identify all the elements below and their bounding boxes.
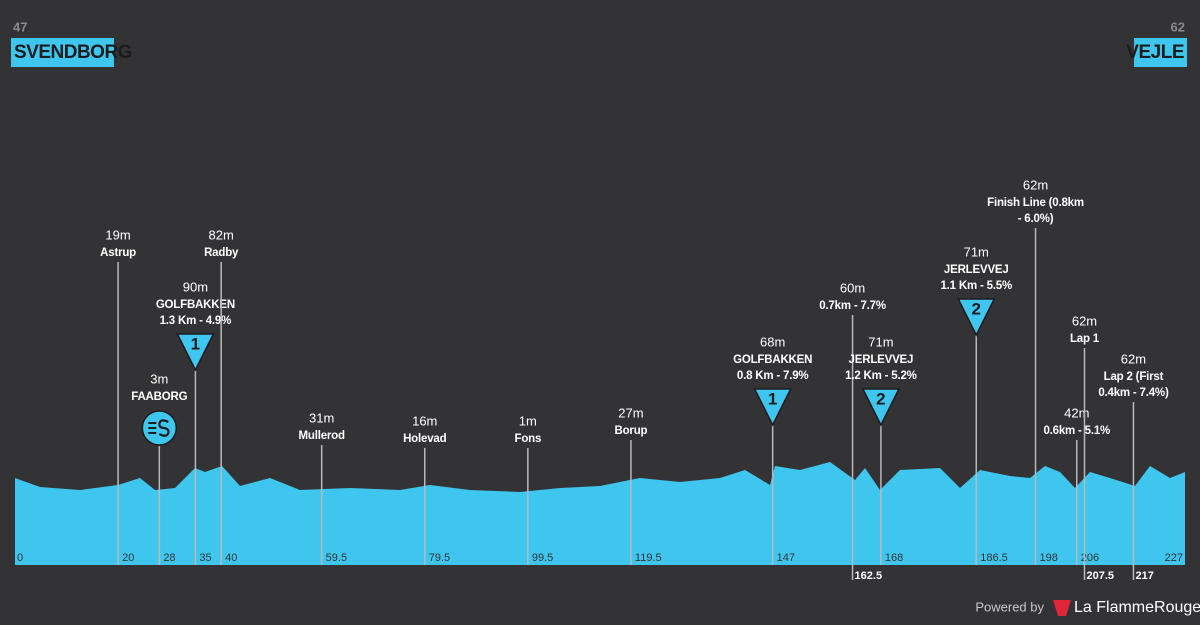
- waypoint-elevation: 27m: [618, 405, 643, 420]
- x-tick-label: 168: [885, 552, 903, 564]
- climb-marker: [957, 298, 996, 337]
- waypoint-elevation: 62m: [1072, 313, 1097, 328]
- x-tick-label: 35: [199, 552, 211, 564]
- x-tick-label: 0: [17, 552, 23, 564]
- x-tick-label: 28: [163, 552, 175, 564]
- waypoint-name: Finish Line (0.8km: [987, 197, 1084, 209]
- x-tick-label: 207.5: [1086, 570, 1114, 582]
- climb-category: 1: [191, 334, 200, 353]
- finish-name: VEJLE: [1126, 42, 1184, 63]
- x-tick-label: 20: [122, 552, 134, 564]
- x-tick-label: 119.5: [635, 552, 662, 564]
- waypoint-name: 1.2 Km - 5.2%: [845, 370, 917, 382]
- climb-category: 2: [876, 389, 885, 408]
- waypoint-name: 0.4km - 7.4%): [1098, 387, 1169, 399]
- waypoint-name: Radby: [204, 247, 239, 259]
- start-name: SVENDBORG: [14, 42, 132, 63]
- waypoint-elevation: 62m: [1023, 177, 1048, 192]
- waypoint-elevation: 71m: [868, 334, 893, 349]
- waypoint-elevation: 60m: [840, 280, 865, 295]
- waypoint-name: FAABORG: [131, 391, 187, 403]
- waypoint-elevation: 19m: [105, 227, 130, 242]
- profile-area: [15, 462, 1185, 565]
- powered-by: Powered by: [975, 599, 1044, 614]
- climb-marker: [753, 388, 792, 427]
- waypoint-elevation: 68m: [760, 334, 785, 349]
- finish-box: [1134, 38, 1187, 67]
- waypoint-elevation: 3m: [150, 371, 168, 386]
- x-tick-label: 59.5: [326, 552, 347, 564]
- waypoint-name: Borup: [614, 425, 647, 437]
- waypoint-elevation: 1m: [519, 413, 537, 428]
- x-tick-label: 79.5: [429, 552, 450, 564]
- waypoint-elevation: 16m: [412, 413, 437, 428]
- brand-logo: [1053, 600, 1071, 616]
- waypoint-name: 1.3 Km - 4.9%: [160, 315, 232, 327]
- waypoint-name: Lap 2 (First: [1104, 371, 1164, 383]
- waypoint-elevation: 90m: [183, 279, 208, 294]
- x-tick-label: 227: [1165, 552, 1183, 564]
- waypoint-elevation: 42m: [1064, 405, 1089, 420]
- x-tick-label: 147: [777, 552, 795, 564]
- x-tick-label: 186.5: [980, 552, 1008, 564]
- waypoint-name: GOLFBAKKEN: [156, 299, 235, 311]
- waypoint-name: 0.7km - 7.7%: [819, 300, 886, 312]
- waypoint-name: Lap 1: [1070, 333, 1100, 345]
- climb-marker: [861, 388, 901, 427]
- climb-marker: [176, 333, 215, 372]
- waypoint-name: JERLEVVEJ: [849, 354, 914, 366]
- climb-category: 1: [768, 389, 777, 408]
- waypoint-name: GOLFBAKKEN: [733, 354, 812, 366]
- x-tick-label: 99.5: [532, 552, 553, 564]
- waypoint-name: Mullerod: [299, 430, 345, 442]
- x-tick-label: 198: [1040, 552, 1058, 564]
- waypoint-name: 0.6km - 5.1%: [1043, 425, 1110, 437]
- waypoint-elevation: 82m: [209, 227, 234, 242]
- finish-number: 62: [1171, 19, 1185, 34]
- waypoint-name: Holevad: [403, 433, 447, 445]
- waypoint-name: 0.8 Km - 7.9%: [737, 370, 809, 382]
- brand-name: La FlammeRouge: [1074, 599, 1200, 616]
- waypoint-name: 1.1 Km - 5.5%: [940, 280, 1012, 292]
- x-tick-label: 217: [1135, 570, 1153, 582]
- x-tick-label: 40: [225, 552, 237, 564]
- waypoint-name: JERLEVVEJ: [944, 264, 1009, 276]
- start-number: 47: [13, 19, 27, 34]
- sprint-icon-s: [158, 419, 170, 437]
- waypoint-elevation: 62m: [1121, 351, 1146, 366]
- x-tick-label: 162.5: [855, 570, 883, 582]
- climb-category: 2: [972, 299, 981, 318]
- sprint-marker: [141, 410, 178, 446]
- waypoint-name: - 6.0%): [1018, 213, 1054, 225]
- start-box: [11, 38, 114, 67]
- waypoint-name: Astrup: [100, 247, 136, 259]
- x-tick-label: 206: [1081, 552, 1099, 564]
- waypoint-elevation: 31m: [309, 410, 334, 425]
- waypoint-name: Fons: [515, 433, 542, 445]
- waypoint-elevation: 71m: [964, 244, 989, 259]
